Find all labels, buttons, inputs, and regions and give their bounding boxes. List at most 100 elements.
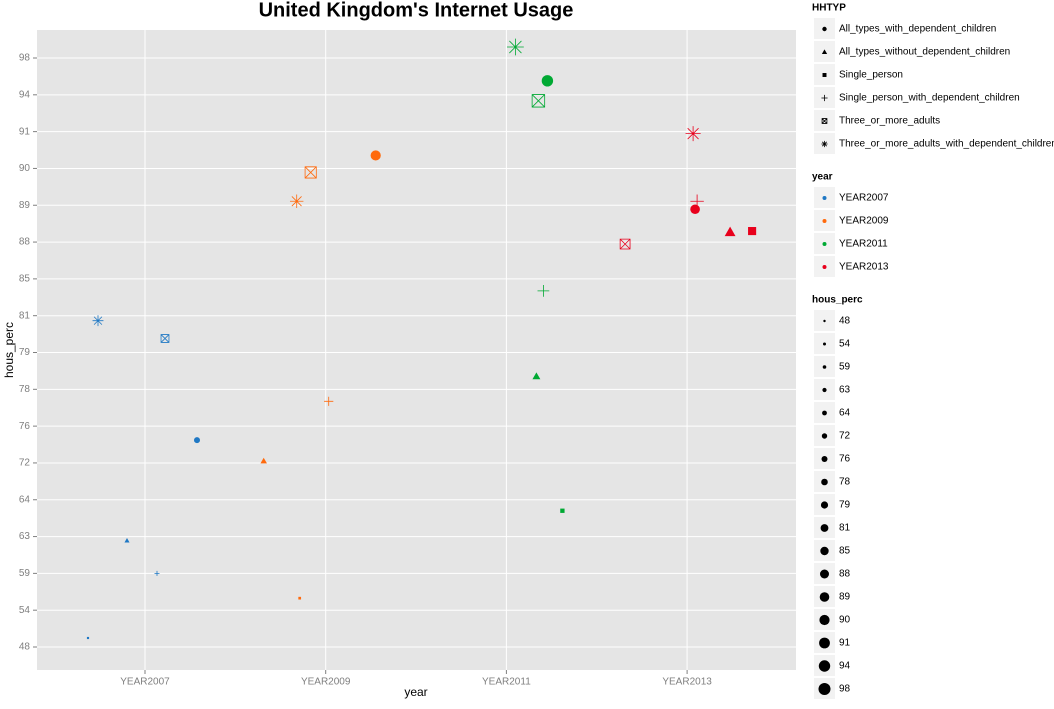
legend-symbol (821, 94, 828, 102)
y-tick-label: 90 (19, 163, 31, 174)
point (531, 94, 546, 108)
legend-label: 98 (839, 684, 851, 695)
legend-symbol (820, 569, 829, 579)
point (685, 126, 701, 142)
point (724, 226, 736, 237)
legend-label: YEAR2011 (839, 239, 888, 250)
legend-symbol (818, 660, 831, 672)
legend-title: hous_perc (812, 295, 863, 306)
y-tick-label: 54 (19, 605, 31, 616)
point (154, 570, 160, 576)
point (619, 238, 631, 250)
legend-label: 48 (839, 316, 851, 327)
x-axis-label: year (404, 685, 427, 699)
point (86, 636, 90, 640)
y-tick-label: 85 (19, 274, 31, 285)
y-tick-label: 72 (19, 458, 31, 469)
legend-label: YEAR2013 (839, 262, 889, 273)
legend-symbol (821, 478, 828, 486)
legend-label: Single_person_with_dependent_children (839, 93, 1020, 104)
legend-symbol (823, 319, 826, 323)
chart-title: United Kingdom's Internet Usage (259, 0, 574, 21)
point (289, 194, 304, 208)
legend-symbol (821, 456, 828, 462)
point (304, 166, 317, 179)
x-tick-label: YEAR2013 (662, 677, 712, 688)
y-tick-label: 76 (19, 421, 31, 432)
legend-label: All_types_without_dependent_children (839, 47, 1010, 58)
y-tick-label: 59 (19, 568, 31, 579)
legend-label: 89 (839, 592, 851, 603)
legend-label: 85 (839, 546, 851, 557)
y-tick-label: 79 (19, 347, 31, 358)
legend-title: HHTYP (812, 3, 846, 14)
legend-symbol (819, 637, 830, 649)
point (560, 508, 565, 513)
legend-label: 64 (839, 408, 851, 419)
legend-symbol (820, 546, 829, 556)
legend-symbol (821, 140, 828, 148)
y-tick-label: 98 (19, 53, 31, 64)
legend-symbol (822, 365, 827, 369)
point (690, 204, 700, 215)
legend-label: 76 (839, 454, 851, 465)
legend-label: 54 (839, 339, 851, 350)
legend-symbol (821, 118, 828, 124)
legend-symbol (820, 501, 829, 509)
legend-label: YEAR2007 (839, 193, 889, 204)
point (507, 38, 524, 56)
legend-label: 78 (839, 477, 851, 488)
legend-symbol (822, 196, 827, 200)
x-tick-label: YEAR2007 (120, 677, 170, 688)
legend-symbol (822, 410, 827, 416)
legend-label: YEAR2009 (839, 216, 889, 227)
y-tick-label: 64 (19, 494, 31, 505)
legend-symbol (821, 433, 828, 439)
y-tick-label: 91 (19, 126, 31, 137)
legend-label: 90 (839, 615, 851, 626)
y-tick-label: 48 (19, 642, 31, 653)
legend-label: 59 (839, 362, 851, 373)
legend-label: All_types_with_dependent_children (839, 24, 996, 35)
point (537, 284, 550, 297)
point (324, 396, 334, 406)
y-tick-label: 94 (19, 89, 31, 100)
legend-symbol (822, 219, 827, 223)
legend-symbol (819, 592, 830, 602)
plot-panel (37, 30, 796, 670)
point (532, 372, 541, 380)
y-tick-label: 88 (19, 237, 31, 248)
legend-label: Three_or_more_adults_with_dependent_chil… (839, 139, 1054, 150)
y-tick-label: 78 (19, 384, 31, 395)
y-tick-label: 89 (19, 200, 31, 211)
point (370, 150, 381, 161)
x-tick-label: YEAR2009 (301, 677, 351, 688)
legend-symbol (820, 524, 829, 532)
point (690, 194, 704, 208)
x-tick-label: YEAR2011 (482, 677, 531, 688)
legend-symbol (821, 49, 828, 54)
point (160, 334, 170, 343)
legend-symbol (822, 26, 827, 32)
point (92, 315, 104, 327)
legend-label: 88 (839, 569, 851, 580)
legend-symbol (823, 342, 826, 346)
legend-label: 63 (839, 385, 851, 396)
point (298, 596, 302, 600)
legend-label: 72 (839, 431, 851, 442)
legend-symbol (822, 387, 827, 393)
point (124, 538, 130, 543)
point (748, 227, 757, 236)
point (194, 437, 200, 444)
legend-label: 94 (839, 661, 851, 672)
point (260, 457, 267, 464)
point (541, 75, 554, 87)
legend-label: Three_or_more_adults (839, 116, 940, 127)
legend-symbol (819, 614, 830, 626)
legend-label: Single_person (839, 70, 903, 81)
legend-title: year (812, 172, 833, 183)
y-tick-label: 81 (19, 310, 31, 321)
legend-symbol (822, 73, 827, 77)
legend-symbol (822, 242, 827, 246)
